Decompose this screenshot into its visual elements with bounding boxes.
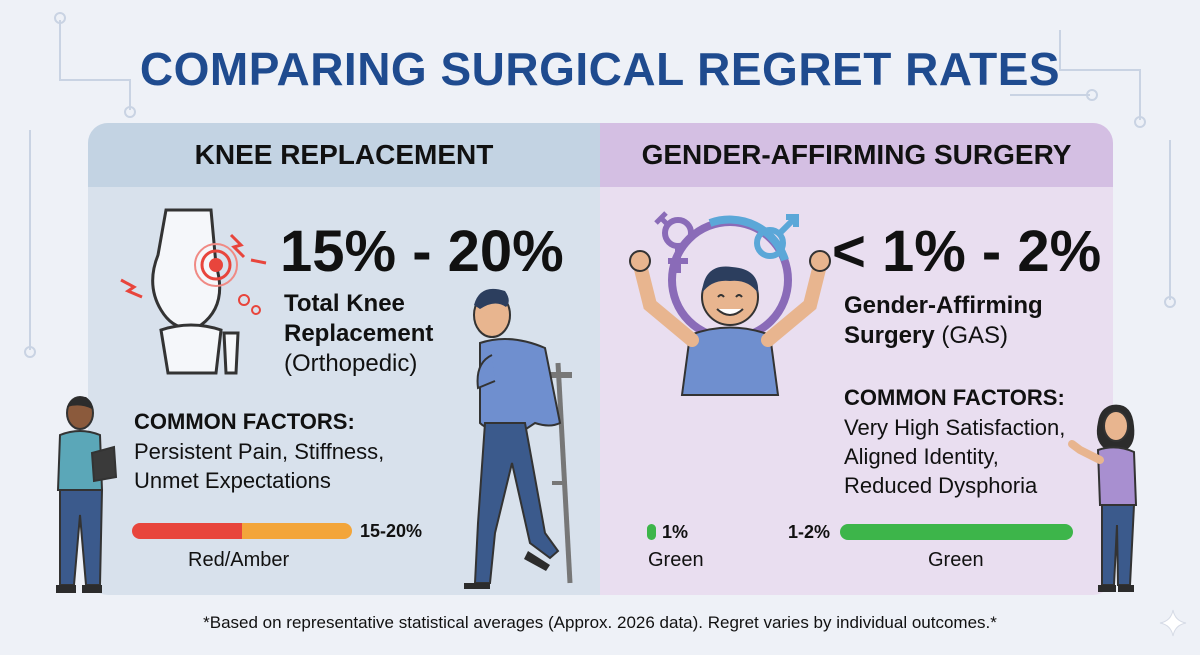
gas-procedure-bold-2: Surgery <box>844 322 935 349</box>
woman-presenting-illustration <box>1068 404 1138 592</box>
gas-procedure-detail: (GAS) <box>941 322 1009 349</box>
gas-procedure-name: Gender-Affirming Surgery (GAS) <box>844 291 1043 351</box>
knee-joint-icon <box>120 208 267 375</box>
happy-person-gender-symbols-illustration <box>629 211 831 396</box>
gas-small-regret-bar <box>647 524 656 540</box>
knee-factor-line-2: Unmet Expectations <box>134 468 331 493</box>
gas-small-bar-value: 1% <box>662 522 689 542</box>
sparkle-icon <box>1159 609 1187 637</box>
knee-regret-rate: 15% - 20% <box>280 219 564 284</box>
knee-factors-list: Persistent Pain, Stiffness, Unmet Expect… <box>134 437 384 495</box>
knee-factors-heading: COMMON FACTORS: <box>134 409 355 434</box>
knee-bar-color-label: Red/Amber <box>188 549 290 571</box>
gas-factor-line-3: Reduced Dysphoria <box>844 473 1038 498</box>
gas-small-bar-color-label: Green <box>648 549 704 571</box>
gas-panel-header: GENDER-AFFIRMING SURGERY <box>600 123 1113 187</box>
gas-regret-rate: < 1% - 2% <box>832 219 1102 284</box>
knee-panel: KNEE REPLACEMENT 15% - 20% Total Knee Re… <box>88 123 600 595</box>
gas-large-bar-color-label: Green <box>928 549 984 571</box>
gas-panel: GENDER-AFFIRMING SURGERY < 1% - 2% Gende… <box>600 123 1113 595</box>
knee-factor-line-1: Persistent Pain, Stiffness, <box>134 439 385 464</box>
knee-bar-amber-segment <box>242 523 352 539</box>
man-with-crutch-illustration <box>464 288 573 589</box>
footnote: *Based on representative statistical ave… <box>203 613 997 632</box>
knee-procedure-bold-1: Total Knee <box>284 290 405 317</box>
gas-large-regret-bar <box>840 524 1073 540</box>
knee-procedure-detail: (Orthopedic) <box>284 350 418 377</box>
gas-large-bar-value: 1-2% <box>788 522 831 542</box>
page-title: COMPARING SURGICAL REGRET RATES <box>139 43 1061 95</box>
comparison-card: KNEE REPLACEMENT 15% - 20% Total Knee Re… <box>88 123 1113 595</box>
knee-bar-red-segment <box>132 523 242 539</box>
knee-procedure-bold-2: Replacement <box>284 320 434 347</box>
man-with-clipboard-illustration <box>56 396 118 593</box>
gas-factor-line-1: Very High Satisfaction, <box>844 415 1066 440</box>
gas-factor-line-2: Aligned Identity, <box>844 444 999 469</box>
knee-regret-bar <box>132 523 352 539</box>
knee-procedure-name: Total Knee Replacement (Orthopedic) <box>284 289 433 379</box>
gas-factors-list: Very High Satisfaction, Aligned Identity… <box>844 413 1065 500</box>
knee-panel-header: KNEE REPLACEMENT <box>88 123 600 187</box>
gas-procedure-bold-1: Gender-Affirming <box>844 292 1043 319</box>
gas-factors-heading: COMMON FACTORS: <box>844 385 1065 410</box>
knee-bar-value: 15-20% <box>360 521 423 541</box>
